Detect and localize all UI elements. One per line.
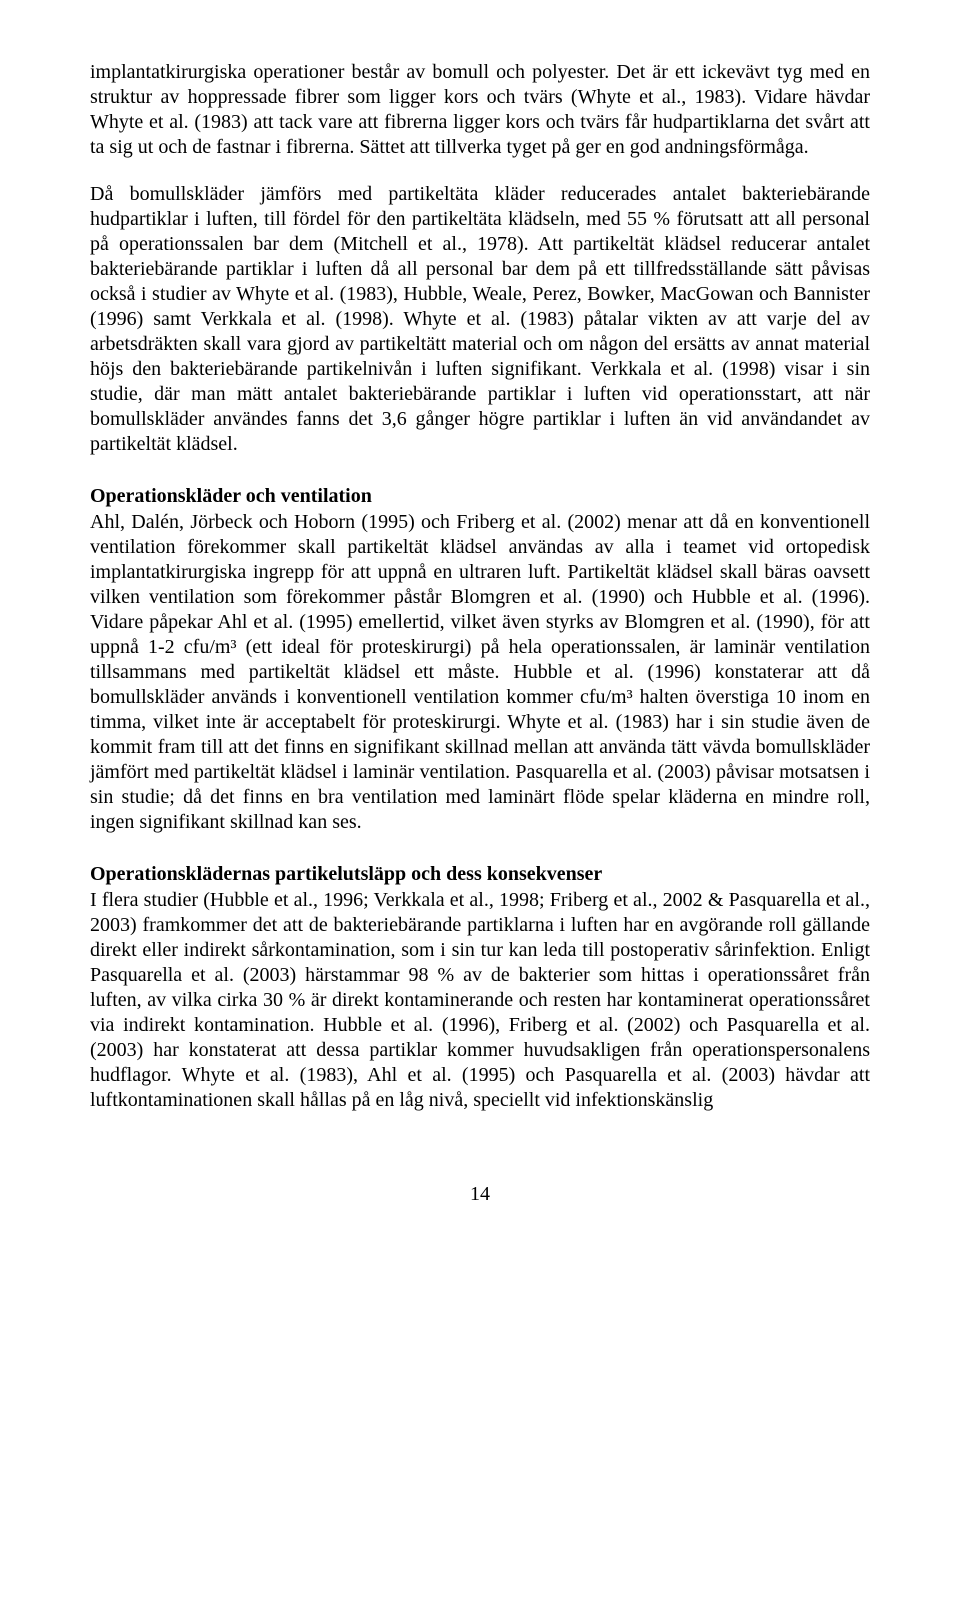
- section-ventilation: Operationskläder och ventilation Ahl, Da…: [90, 485, 870, 835]
- page-number: 14: [90, 1183, 870, 1206]
- heading-particles: Operationsklädernas partikelutsläpp och …: [90, 863, 870, 886]
- heading-ventilation: Operationskläder och ventilation: [90, 485, 870, 508]
- page-container: implantatkirurgiska operationer består a…: [0, 0, 960, 1256]
- section-particles: Operationsklädernas partikelutsläpp och …: [90, 863, 870, 1113]
- paragraph-2: Då bomullskläder jämförs med partikeltät…: [90, 182, 870, 457]
- paragraph-1: implantatkirurgiska operationer består a…: [90, 60, 870, 160]
- paragraph-particles: I flera studier (Hubble et al., 1996; Ve…: [90, 888, 870, 1113]
- paragraph-ventilation: Ahl, Dalén, Jörbeck och Hoborn (1995) oc…: [90, 510, 870, 835]
